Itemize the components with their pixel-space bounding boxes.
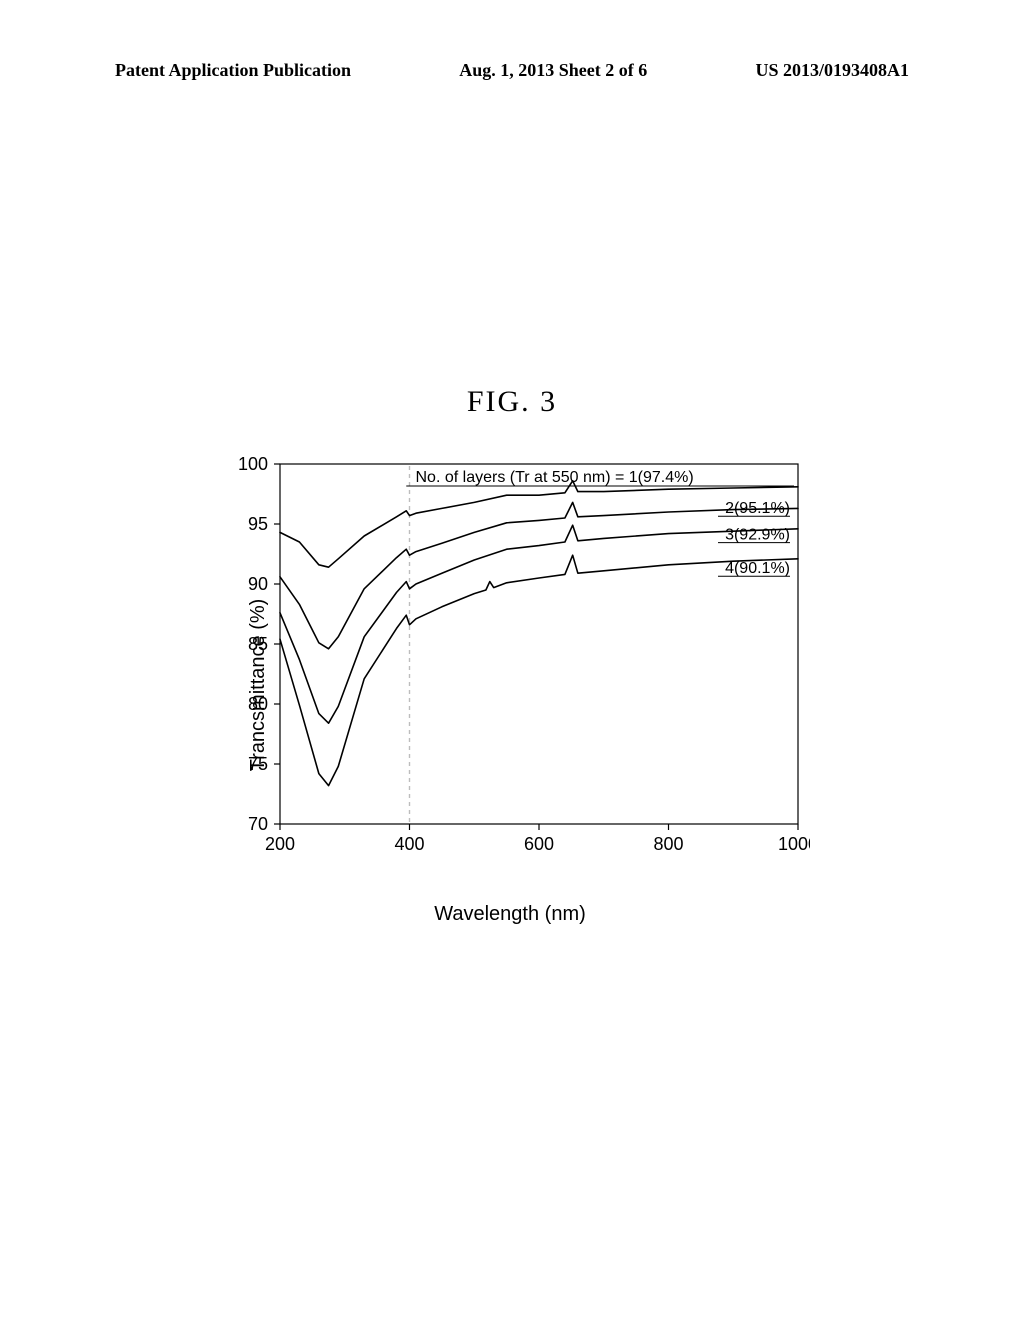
header-center: Aug. 1, 2013 Sheet 2 of 6 (459, 60, 647, 81)
header-left: Patent Application Publication (115, 60, 351, 81)
y-axis-label: Trancsmittance (%) (247, 599, 270, 772)
series-label-2: 2(95.1%) (725, 500, 790, 517)
header-line: Patent Application Publication Aug. 1, 2… (115, 60, 909, 81)
series-line-4 (280, 555, 798, 785)
x-tick-label: 400 (394, 834, 424, 854)
x-axis-label: Wavelength (nm) (434, 903, 586, 926)
series-line-1 (280, 481, 798, 567)
page-header: Patent Application Publication Aug. 1, 2… (0, 60, 1024, 81)
x-tick-label: 800 (653, 834, 683, 854)
page: { "header": { "left": "Patent Applicatio… (0, 0, 1024, 1320)
transmittance-line-chart: 7075808590951002004006008001000No. of la… (210, 450, 810, 880)
header-right: US 2013/0193408A1 (755, 60, 909, 81)
x-tick-label: 600 (524, 834, 554, 854)
y-tick-label: 95 (248, 514, 268, 534)
figure-title: FIG. 3 (0, 385, 1024, 419)
x-tick-label: 200 (265, 834, 295, 854)
y-tick-label: 90 (248, 574, 268, 594)
series-line-2 (280, 502, 798, 648)
chart-container: Trancsmittance (%) 707580859095100200400… (210, 450, 810, 920)
y-tick-label: 100 (238, 454, 268, 474)
legend-title: No. of layers (Tr at 550 nm) = 1(97.4%) (416, 469, 694, 486)
series-label-4: 4(90.1%) (725, 560, 790, 577)
series-line-3 (280, 525, 798, 723)
y-tick-label: 70 (248, 814, 268, 834)
series-label-3: 3(92.9%) (725, 527, 790, 544)
x-tick-label: 1000 (778, 834, 810, 854)
